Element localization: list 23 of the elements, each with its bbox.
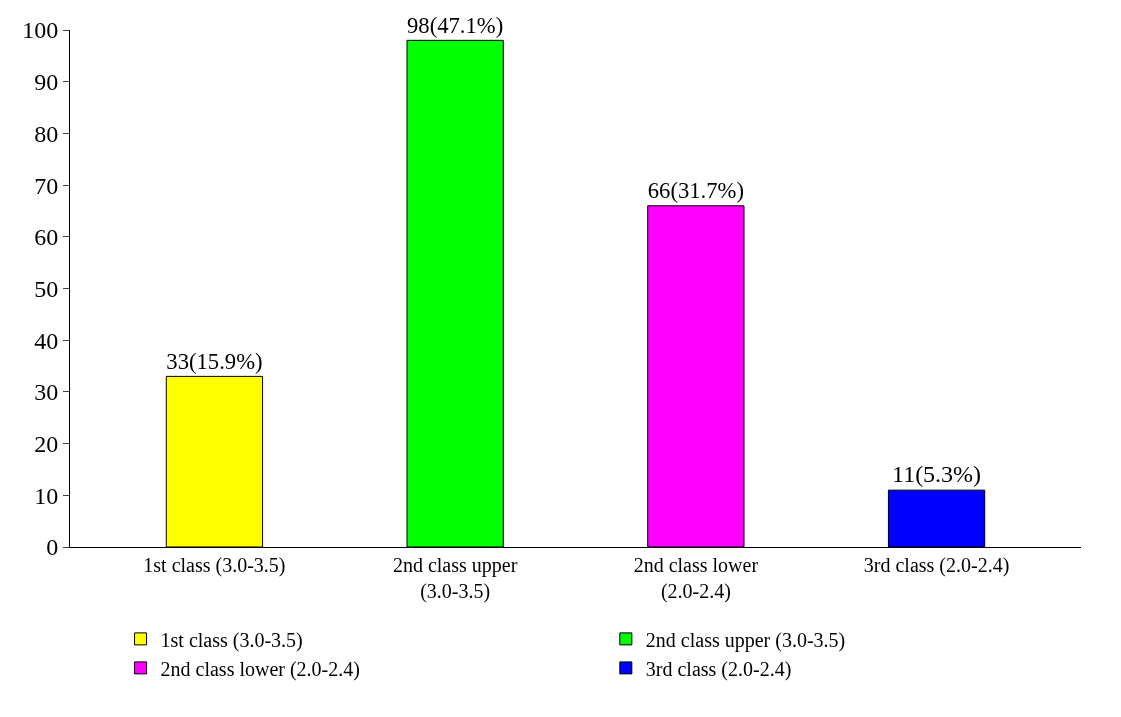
legend-label: 2nd class upper (3.0-3.5) xyxy=(645,628,846,652)
x-tick-label: 2nd class upper (3.0-3.5) xyxy=(392,554,518,603)
x-tick-label: 3rd class (2.0-2.4) xyxy=(863,554,1010,577)
y-tick-label: 100 xyxy=(22,17,59,44)
x-tick-label: 1st class (3.0-3.5) xyxy=(143,554,286,577)
data-label: 11(5.3%) xyxy=(892,461,982,488)
data-label: 66(31.7%) xyxy=(647,178,744,204)
y-tick-label: 0 xyxy=(46,534,59,561)
x-tick-label: 2nd class lower (2.0-2.4) xyxy=(633,554,759,603)
data-label: 33(15.9%) xyxy=(166,348,263,374)
y-tick-label: 90 xyxy=(34,69,59,96)
legend-label: 1st class (3.0-3.5) xyxy=(160,628,303,652)
y-tick-label: 20 xyxy=(34,431,59,457)
data-label: 98(47.1%) xyxy=(407,12,504,38)
y-tick-label: 50 xyxy=(34,275,59,302)
y-tick-label: 40 xyxy=(34,327,59,354)
legend-label: 3rd class (2.0-2.4) xyxy=(645,657,792,681)
y-tick-label: 60 xyxy=(34,224,59,251)
legend-label: 2nd class lower (2.0-2.4) xyxy=(160,657,360,681)
y-tick-label: 70 xyxy=(34,172,59,199)
y-tick-label: 10 xyxy=(34,482,59,509)
y-tick-label: 80 xyxy=(34,120,59,147)
y-tick-label: 30 xyxy=(34,379,59,406)
